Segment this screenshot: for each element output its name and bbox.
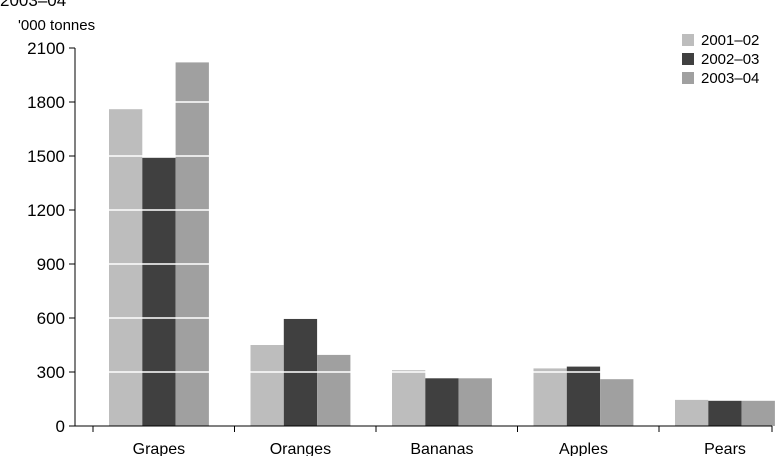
legend-label-1: 2001–02	[701, 32, 759, 49]
bar-apples-series-2	[566, 366, 601, 426]
bar-pears-series-3	[741, 400, 775, 426]
y-ticks-layer: 0 300 600 900 1200 1500 1800 2100	[27, 39, 75, 436]
x-category-label-grapes: Grapes	[133, 441, 185, 456]
x-categories-layer: Grapes Oranges Bananas Apples Pears	[92, 426, 773, 456]
y-tick-label: 2100	[27, 39, 65, 58]
y-tick-label: 600	[37, 309, 65, 328]
y-tick-label: 300	[37, 363, 65, 382]
bar-oranges-series-1	[250, 345, 284, 426]
bar-oranges-series-3	[317, 354, 351, 426]
gridlines-layer	[76, 47, 772, 373]
bar-grapes-series-1	[109, 109, 143, 426]
x-category-label-apples: Apples	[559, 441, 608, 456]
y-tick-label: 900	[37, 255, 65, 274]
bar-grapes-series-2	[142, 157, 176, 427]
bar-bananas-series-1	[392, 370, 426, 426]
bar-bananas-series-3	[458, 378, 492, 426]
legend-swatch-1	[682, 34, 694, 46]
x-category-label-bananas: Bananas	[410, 441, 473, 456]
x-category-label-pears: Pears	[704, 441, 746, 456]
bar-pears-series-1	[675, 399, 709, 426]
y-tick-label: 1800	[27, 93, 65, 112]
y-tick-label: 0	[56, 417, 65, 436]
bar-grapes-series-3	[175, 62, 209, 427]
bar-bananas-series-2	[425, 378, 459, 426]
y-axis-unit-label: '000 tonnes	[18, 17, 95, 34]
legend: 2001–02 2002–03 2003–04	[682, 32, 759, 87]
legend-swatch-2	[682, 53, 694, 65]
legend-label-2: 2002–03	[701, 51, 759, 68]
bar-apples-series-3	[600, 379, 634, 426]
y-tick-label: 1500	[27, 147, 65, 166]
axes-layer	[74, 48, 772, 427]
chart-title: 2003–04	[0, 0, 66, 10]
x-category-label-oranges: Oranges	[270, 441, 331, 456]
bar-pears-series-2	[708, 400, 742, 426]
y-tick-label: 1200	[27, 201, 65, 220]
bar-apples-series-1	[533, 368, 567, 426]
legend-swatch-3	[682, 72, 694, 84]
legend-label-3: 2003–04	[701, 70, 759, 87]
